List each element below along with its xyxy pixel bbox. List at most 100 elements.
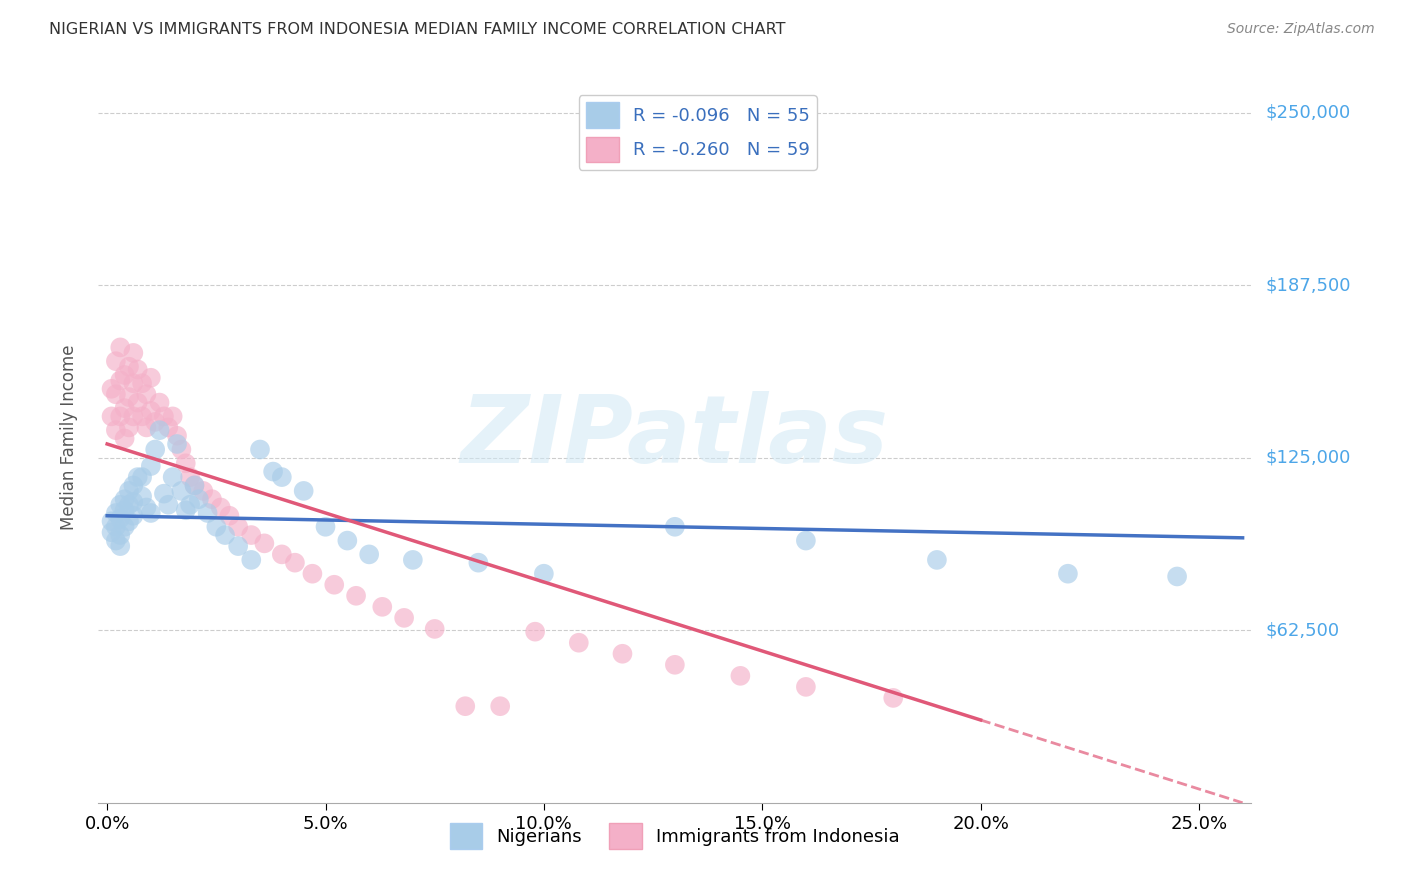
Point (143, 415, 166, 429)
Text: Source: ZipAtlas.com: Source: ZipAtlas.com (1227, 22, 1375, 37)
Point (131, 376, 153, 391)
Point (218, 508, 240, 523)
Text: ZIPatlas: ZIPatlas (461, 391, 889, 483)
Point (166, 437, 188, 451)
Point (114, 520, 136, 534)
Point (925, 553, 948, 567)
Point (344, 589, 367, 603)
Point (454, 699, 477, 714)
Point (110, 511, 132, 525)
Point (301, 566, 323, 581)
Point (205, 520, 228, 534)
Point (183, 478, 205, 492)
Point (1166, 569, 1188, 583)
Point (162, 409, 184, 424)
Point (284, 556, 307, 570)
Point (100, 514, 122, 528)
Point (139, 458, 162, 473)
Point (315, 520, 337, 534)
Point (104, 520, 127, 534)
Point (612, 647, 634, 661)
Point (118, 483, 141, 498)
Point (114, 492, 136, 507)
Point (104, 423, 127, 437)
Point (240, 553, 263, 567)
Point (157, 420, 180, 434)
Point (166, 428, 188, 442)
Text: $250,000: $250,000 (1265, 103, 1351, 122)
Point (270, 548, 292, 562)
Point (139, 404, 162, 418)
Point (193, 483, 215, 498)
Point (114, 503, 136, 517)
Y-axis label: Median Family Income: Median Family Income (59, 344, 77, 530)
Point (114, 432, 136, 446)
Point (664, 657, 686, 672)
Point (148, 423, 170, 437)
Point (730, 669, 752, 683)
Point (100, 409, 122, 424)
Point (114, 368, 136, 382)
Point (162, 470, 184, 484)
Point (262, 465, 284, 479)
Point (533, 566, 555, 581)
Point (139, 506, 162, 520)
Point (270, 470, 292, 484)
Point (187, 492, 209, 507)
Point (104, 506, 127, 520)
Point (118, 359, 141, 374)
Point (110, 498, 132, 512)
Text: $187,500: $187,500 (1265, 277, 1351, 294)
Legend: Nigerians, Immigrants from Indonesia: Nigerians, Immigrants from Indonesia (443, 816, 907, 856)
Point (226, 520, 249, 534)
Point (568, 636, 591, 650)
Point (174, 503, 197, 517)
Point (110, 374, 132, 388)
Point (467, 556, 489, 570)
Point (139, 370, 162, 384)
Point (100, 525, 122, 540)
Point (135, 420, 157, 434)
Point (336, 533, 359, 548)
Point (402, 553, 425, 567)
Point (214, 528, 236, 542)
Point (489, 699, 512, 714)
Point (249, 442, 271, 457)
Point (104, 354, 127, 368)
Point (323, 578, 346, 592)
Point (110, 340, 132, 354)
Point (197, 506, 219, 520)
Point (183, 478, 205, 492)
Point (122, 346, 145, 360)
Point (423, 622, 446, 636)
Point (240, 528, 263, 542)
Point (392, 611, 415, 625)
Point (143, 442, 166, 457)
Point (524, 624, 547, 639)
Point (122, 495, 145, 509)
Point (253, 536, 276, 550)
Point (110, 528, 132, 542)
Point (122, 409, 145, 424)
Point (100, 382, 122, 396)
Point (882, 690, 904, 705)
Point (179, 498, 201, 512)
Point (114, 401, 136, 416)
Point (122, 376, 145, 391)
Point (122, 478, 145, 492)
Point (131, 470, 153, 484)
Point (157, 498, 180, 512)
Point (1057, 566, 1080, 581)
Point (122, 508, 145, 523)
Text: NIGERIAN VS IMMIGRANTS FROM INDONESIA MEDIAN FAMILY INCOME CORRELATION CHART: NIGERIAN VS IMMIGRANTS FROM INDONESIA ME… (49, 22, 786, 37)
Point (794, 680, 817, 694)
Point (118, 498, 141, 512)
Point (226, 539, 249, 553)
Point (201, 492, 224, 507)
Point (135, 387, 157, 401)
Point (127, 395, 149, 409)
Point (104, 533, 127, 548)
Point (170, 442, 193, 457)
Point (104, 387, 127, 401)
Point (153, 486, 176, 500)
